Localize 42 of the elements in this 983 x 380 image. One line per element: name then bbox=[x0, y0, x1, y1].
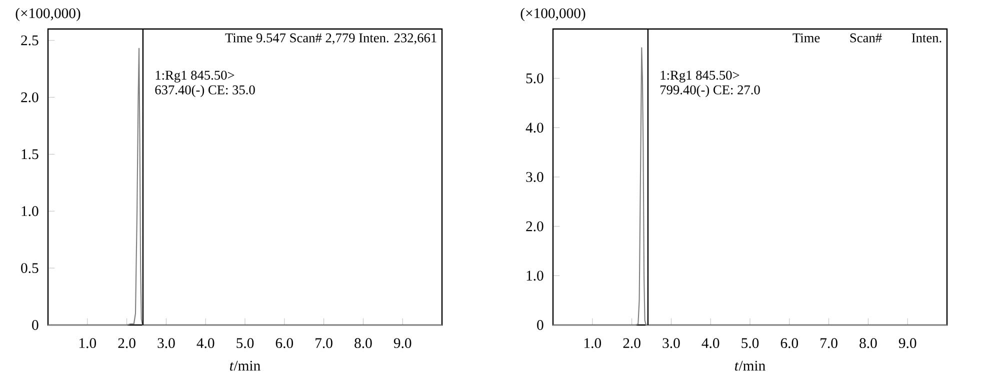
x-tick-label: 7.0 bbox=[820, 338, 838, 348]
y-tick-label: 0 bbox=[537, 320, 544, 330]
annotation: Time 9.547 Scan# 2,779 Inten. 232,661 bbox=[225, 33, 436, 44]
y-tick-label: 5.0 bbox=[526, 73, 544, 84]
x-tick-label: 8.0 bbox=[860, 338, 877, 348]
y-tick-label: 1.0 bbox=[526, 270, 544, 281]
x-tick-label: 1.0 bbox=[584, 338, 602, 348]
x-tick-label: 5.0 bbox=[236, 338, 254, 348]
x-tick-label: 9.0 bbox=[394, 338, 412, 348]
x-axis-title: t/min bbox=[230, 360, 260, 371]
annotation: 1:Rg1 845.50> bbox=[156, 70, 234, 82]
x-tick-label: 5.0 bbox=[742, 338, 759, 348]
annotation: Inten. bbox=[912, 34, 942, 42]
x-tick-label: 3.0 bbox=[662, 338, 680, 348]
x-tick-label: 4.0 bbox=[196, 338, 214, 348]
y-tick-label: 4.0 bbox=[526, 122, 544, 133]
x-tick-label: 4.0 bbox=[702, 338, 720, 348]
x-tick-label: 6.0 bbox=[780, 338, 798, 348]
y-tick-label: 0 bbox=[32, 320, 38, 330]
y-axis-title: (×100,000) bbox=[16, 8, 80, 22]
y-tick-label: 2.0 bbox=[21, 92, 38, 102]
x-tick-label: 2.0 bbox=[623, 338, 640, 348]
x-tick-label: 3.0 bbox=[158, 338, 175, 348]
y-tick-label: 1.5 bbox=[22, 149, 38, 160]
y-tick-label: 2.0 bbox=[526, 221, 544, 232]
annotation: 1:Rg1 845.50> bbox=[660, 70, 740, 82]
x-tick-label: 8.0 bbox=[354, 338, 372, 348]
x-axis-title: t/min bbox=[735, 360, 766, 371]
x-tick-label: 2.0 bbox=[118, 338, 136, 348]
y-axis-title: (×100,000) bbox=[520, 8, 586, 22]
x-tick-label: 6.0 bbox=[276, 338, 294, 348]
annotation: 799.40(-) CE: 27.0 bbox=[660, 84, 760, 98]
y-tick-label: 3.0 bbox=[526, 172, 544, 182]
annotation: Time bbox=[792, 33, 820, 42]
annotation: Scan# bbox=[850, 33, 882, 42]
x-tick-label: 9.0 bbox=[898, 338, 916, 348]
y-tick-label: 0.5 bbox=[21, 263, 38, 274]
x-tick-label: 7.0 bbox=[316, 338, 332, 348]
x-tick-label: 1.0 bbox=[80, 338, 96, 348]
y-tick-label: 2.5 bbox=[21, 35, 38, 46]
y-tick-label: 1.0 bbox=[22, 206, 38, 216]
annotation: 637.40(-) CE: 35.0 bbox=[155, 84, 255, 98]
